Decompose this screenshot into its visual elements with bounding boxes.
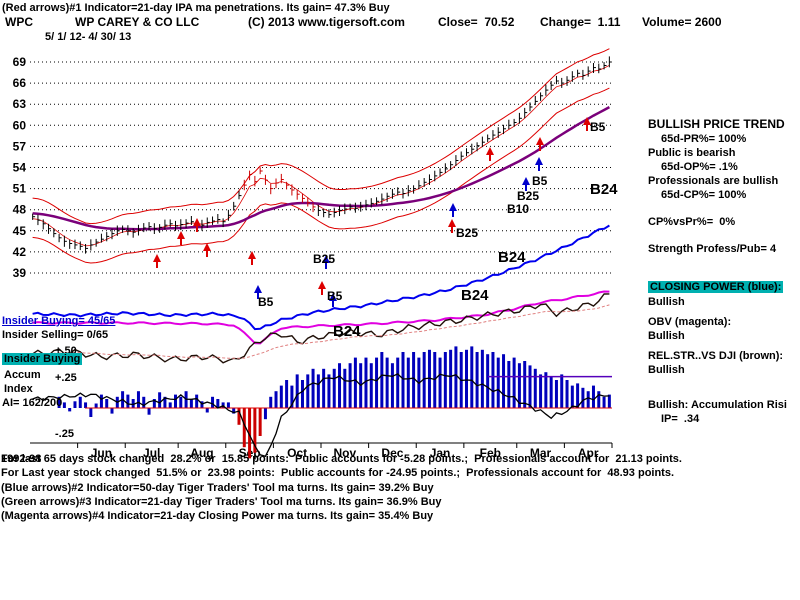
scale-minus25: -.25 [55,428,74,440]
red-buy-arrow [318,281,326,289]
strength-ratio: Strength Profess/Pub= 4 [648,243,777,255]
month-label: Oct [287,446,307,460]
indicator2-legend: (Blue arrows)#2 Indicator=50-day Tiger T… [1,482,434,494]
insider-buying-flag: Insider Buying [2,353,83,365]
red-buy-arrow [153,254,161,262]
overlap-fragment: 1992-98 [1,453,42,465]
indicator1-header: (Red arrows)#1 Indicator=21-day IPA ma p… [2,2,390,14]
pr-percent: 65d-PR%= 100% [661,133,747,145]
signal-label: B10 [507,202,529,216]
signal-label: B25 [456,226,478,240]
relstr-status: Bullish [648,364,685,376]
red-buy-arrow [536,137,544,145]
trend-title: BULLISH PRICE TREND [648,117,785,131]
cp-percent: 65d-CP%= 100% [661,189,747,201]
company-name: WP CAREY & CO LLC [75,15,200,29]
signal-label: B5 [327,289,343,303]
red-buy-arrow [448,219,456,227]
y-tick-label: 48 [13,203,27,217]
accum-label: Accum [4,369,41,381]
y-tick-label: 66 [13,76,27,90]
ip-value: IP= .34 [661,413,700,425]
blue-buy-arrow [449,203,457,211]
y-tick-label: 45 [13,224,27,238]
month-label: Mar [530,446,552,460]
scale-plus25: +.25 [55,372,77,384]
professional-sentiment: Professionals are bullish [648,175,779,187]
blue-buy-arrow [322,255,330,263]
blue-buy-arrow [522,177,530,185]
signal-label: B24 [498,249,526,266]
signal-label: B24 [590,181,618,198]
month-label: Nov [333,446,356,460]
date-range: 5/ 1/ 12- 4/ 30/ 13 [45,31,132,43]
cp-vs-pr: CP%vsPr%= 0% [648,216,736,228]
y-tick-label: 39 [13,266,27,280]
op-percent: 65d-OP%= .1% [661,161,738,173]
indicator3-legend: (Green arrows)#3 Indicator=21-day Tiger … [1,496,442,508]
blue-buy-arrow [254,285,262,293]
obv-title: OBV (magenta): [648,316,732,328]
signal-label: B24 [333,323,361,340]
y-tick-label: 69 [13,55,27,69]
public-sentiment: Public is bearish [648,147,736,159]
ai-value: AI= 162/200 [2,397,63,409]
change-value: Change= 1.11 [540,15,621,29]
red-buy-arrow [248,251,256,259]
obv-status: Bullish [648,330,685,342]
copyright-text: (C) 2013 www.tigersoft.com [248,15,405,29]
indicator4-legend: (Magenta arrows)#4 Indicator=21-day Clos… [1,510,434,522]
signal-label: B5 [258,295,274,309]
stats-year: For Last year stock changed 51.5% or 23.… [1,467,675,479]
accumulation-note: Bullish: Accumulation Risi [648,399,787,411]
closing-power-title: CLOSING POWER (blue): [648,281,784,293]
month-label: Jan [430,446,451,460]
month-label: Jul [143,446,160,460]
y-tick-label: 51 [13,182,27,196]
signal-label: B24 [461,287,489,304]
red-buy-arrow [193,218,201,226]
index-label: Index [4,383,33,395]
insider-buying-count: Insider Buying= 45/65 [2,315,116,327]
month-label: Dec [381,446,403,460]
month-label: Aug [190,446,213,460]
month-label: Jun [91,446,112,460]
red-buy-arrow [203,243,211,251]
ticker-symbol: WPC [5,15,33,29]
closing-power-status: Bullish [648,296,685,308]
red-buy-arrow [177,231,185,239]
signal-label: B5 [590,120,606,134]
stats-65day: For last 65 days stock changed 28.2% or … [1,453,682,465]
blue-buy-arrow [535,157,543,165]
volume-value: Volume= 2600 [642,15,722,29]
signal-label: B5 [532,174,548,188]
y-tick-label: 54 [13,160,27,174]
signal-label: B25 [517,189,539,203]
month-label: Feb [480,446,501,460]
month-label: Apr [578,446,599,460]
insider-selling-count: Insider Selling= 0/65 [2,329,109,341]
y-tick-label: 60 [13,118,27,132]
red-buy-arrow [583,117,591,125]
red-buy-arrow [486,147,494,155]
insider-buying-highlight: Insider Buying [2,353,83,365]
blue-buy-arrow [329,293,337,301]
y-tick-label: 63 [13,97,27,111]
closing-power-highlight: CLOSING POWER (blue): [648,281,784,293]
y-tick-label: 57 [13,139,27,153]
signal-label: B25 [313,252,335,266]
y-tick-label: 42 [13,245,27,259]
close-value: Close= 70.52 [438,15,515,29]
relstr-title: REL.STR..VS DJI (brown): [648,350,784,362]
